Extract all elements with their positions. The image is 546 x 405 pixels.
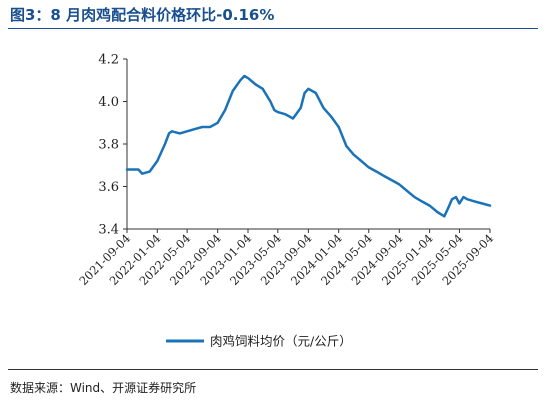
y-tick-label: 3.4 xyxy=(98,223,119,238)
series-line xyxy=(125,74,492,218)
y-tick-label: 4.2 xyxy=(98,53,119,68)
chart-axes xyxy=(126,59,490,230)
y-axis-ticks: 3.4 3.6 3.8 4.0 4.2 xyxy=(98,53,127,238)
y-tick-label: 3.8 xyxy=(98,138,119,153)
figure-title: 图3：8 月肉鸡配合料价格环比-0.16% xyxy=(10,6,275,24)
title-underline xyxy=(8,28,538,29)
y-tick-label: 4.0 xyxy=(98,95,119,110)
legend: 肉鸡饲料均价（元/公斤） xyxy=(166,334,352,349)
data-source: 数据来源：Wind、开源证券研究所 xyxy=(10,381,197,395)
line-chart: 3.4 3.6 3.8 4.0 4.2 2021-09-042022-01-042022… xyxy=(76,53,496,349)
x-axis-ticks: 2021-09-042022-01-042022-05-042022-09-04… xyxy=(76,229,496,288)
series-layer xyxy=(125,74,492,218)
source-divider xyxy=(8,369,538,370)
legend-label: 肉鸡饲料均价（元/公斤） xyxy=(210,334,352,349)
y-tick-label: 3.6 xyxy=(98,180,119,195)
